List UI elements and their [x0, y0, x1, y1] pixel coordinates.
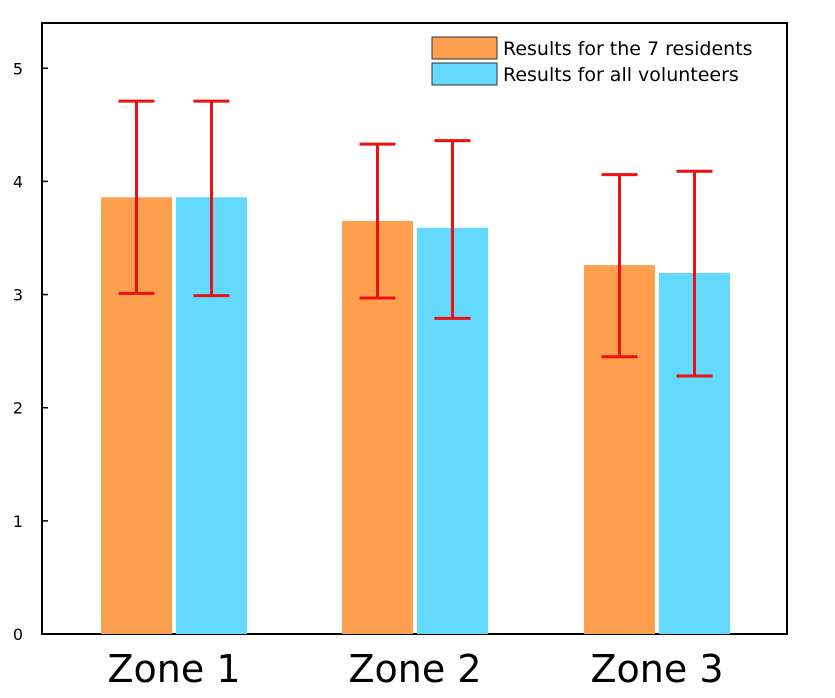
- legend-swatch: [431, 36, 498, 60]
- y-tick-label: 0: [13, 625, 23, 644]
- plot-frame: [41, 22, 788, 635]
- bars-layer: [101, 197, 730, 634]
- y-tick-label: 3: [13, 286, 23, 305]
- legend: Results for the 7 residents Results for a…: [431, 36, 753, 86]
- y-tick-label: 2: [13, 399, 23, 418]
- legend-label: Results for the 7 residents: [503, 38, 753, 60]
- y-tick-label: 5: [13, 59, 23, 78]
- error-bars-layer: [118, 99, 713, 378]
- category-label: Zone 1: [108, 647, 241, 691]
- y-ticks-layer: 0 1 2 3 4 5: [13, 59, 48, 644]
- legend-label: Results for all volunteers: [503, 64, 739, 86]
- category-labels-layer: Zone 1 Zone 2 Zone 3: [108, 647, 724, 691]
- category-label: Zone 3: [591, 647, 724, 691]
- y-tick-label: 1: [13, 512, 23, 531]
- legend-swatch: [431, 62, 498, 86]
- y-tick-label: 4: [13, 172, 23, 191]
- category-label: Zone 2: [349, 647, 482, 691]
- axes: [41, 22, 788, 635]
